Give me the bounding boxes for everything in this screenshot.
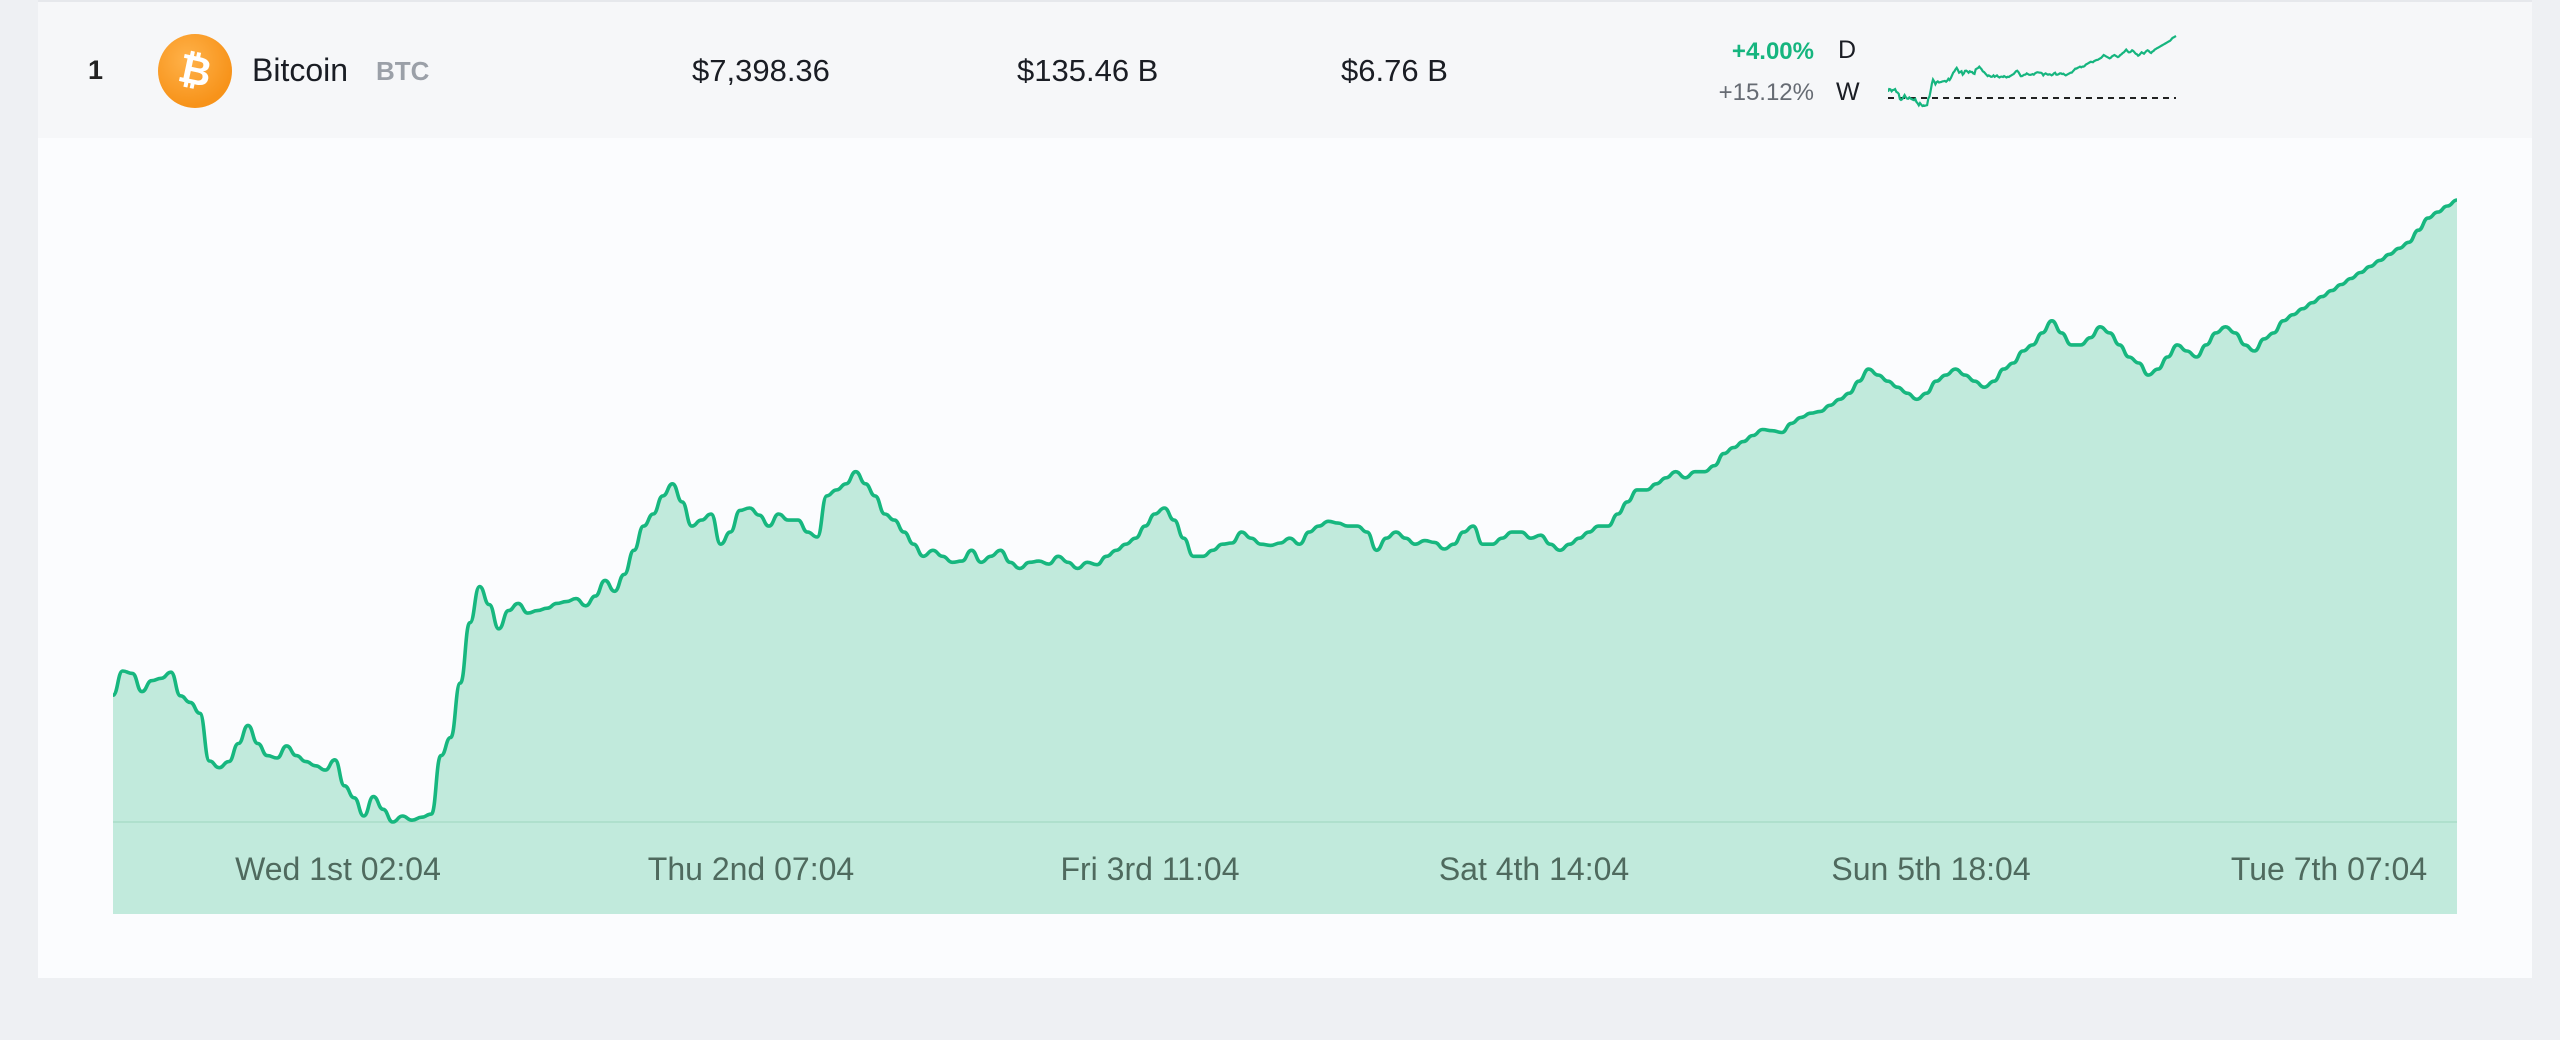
x-tick-label: Tue 7th 07:04 (2231, 851, 2427, 887)
chart-line (112, 198, 2458, 824)
sparkline (1888, 35, 2177, 108)
market-cap: $135.46 B (1017, 53, 1159, 88)
change-week-label: W (1836, 78, 1860, 106)
svg-text:₿: ₿ (174, 46, 215, 96)
change-day: +4.00% (1731, 38, 1814, 65)
chart-area (113, 200, 2457, 914)
x-tick-label: Sat 4th 14:04 (1439, 851, 1629, 887)
change-day-label: D (1838, 36, 1857, 64)
x-tick-label: Thu 2nd 07:04 (648, 851, 854, 887)
bitcoin-icon: ₿ (158, 34, 232, 108)
price-chart[interactable]: Wed 1st 02:04 Thu 2nd 07:04 Fri 3rd 11:04 S… (38, 138, 2532, 978)
change-week: +15.12% (1718, 79, 1814, 106)
x-axis-labels: Wed 1st 02:04 Thu 2nd 07:04 Fri 3rd 11:04 S… (235, 851, 2427, 887)
sparkline-line (1888, 35, 2177, 108)
coin-price: $7,398.36 (692, 53, 830, 88)
coin-symbol: BTC (376, 56, 430, 86)
coin-rank: 1 (88, 55, 104, 85)
volume-24h: $6.76 B (1341, 53, 1448, 88)
x-tick-label: Sun 5th 18:04 (1831, 851, 2030, 887)
coin-name[interactable]: Bitcoin (252, 52, 349, 88)
coin-card: 1 ₿ Bitcoin BTC $7,398.36 $135.46 B $6.7… (38, 0, 2532, 978)
x-tick-label: Fri 3rd 11:04 (1060, 851, 1239, 887)
x-tick-label: Wed 1st 02:04 (235, 851, 441, 887)
coin-row[interactable]: 1 ₿ Bitcoin BTC $7,398.36 $135.46 B $6.7… (38, 0, 2532, 138)
